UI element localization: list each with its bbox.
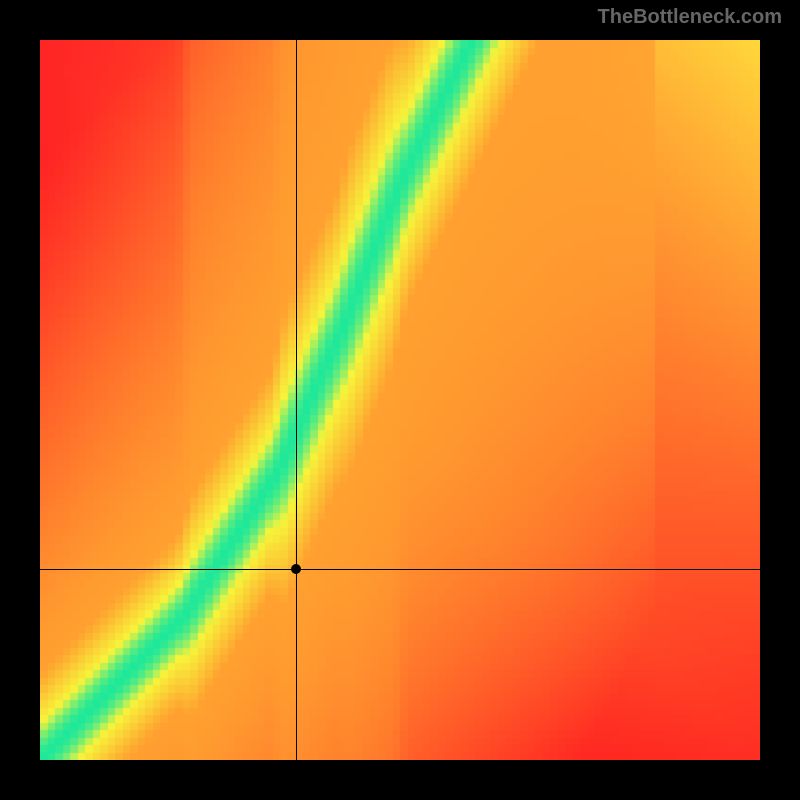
watermark-text: TheBottleneck.com (598, 6, 782, 29)
crosshair-vertical (296, 40, 297, 760)
crosshair-horizontal (40, 569, 760, 570)
heatmap-plot (40, 40, 760, 760)
marker-dot (291, 564, 301, 574)
heatmap-canvas (40, 40, 760, 760)
